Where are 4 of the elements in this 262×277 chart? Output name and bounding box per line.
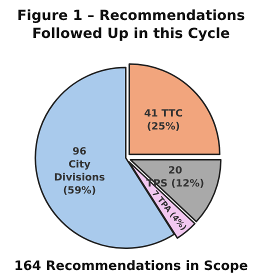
chart-title: Figure 1 – Recommendations Followed Up in this Cycle	[17, 8, 245, 42]
text: 164 Recommendations in Scope	[14, 259, 248, 274]
slice-label: 96 City Divisions (59%)	[54, 146, 106, 196]
slice-label: 41 TTC (25%)	[144, 108, 183, 132]
